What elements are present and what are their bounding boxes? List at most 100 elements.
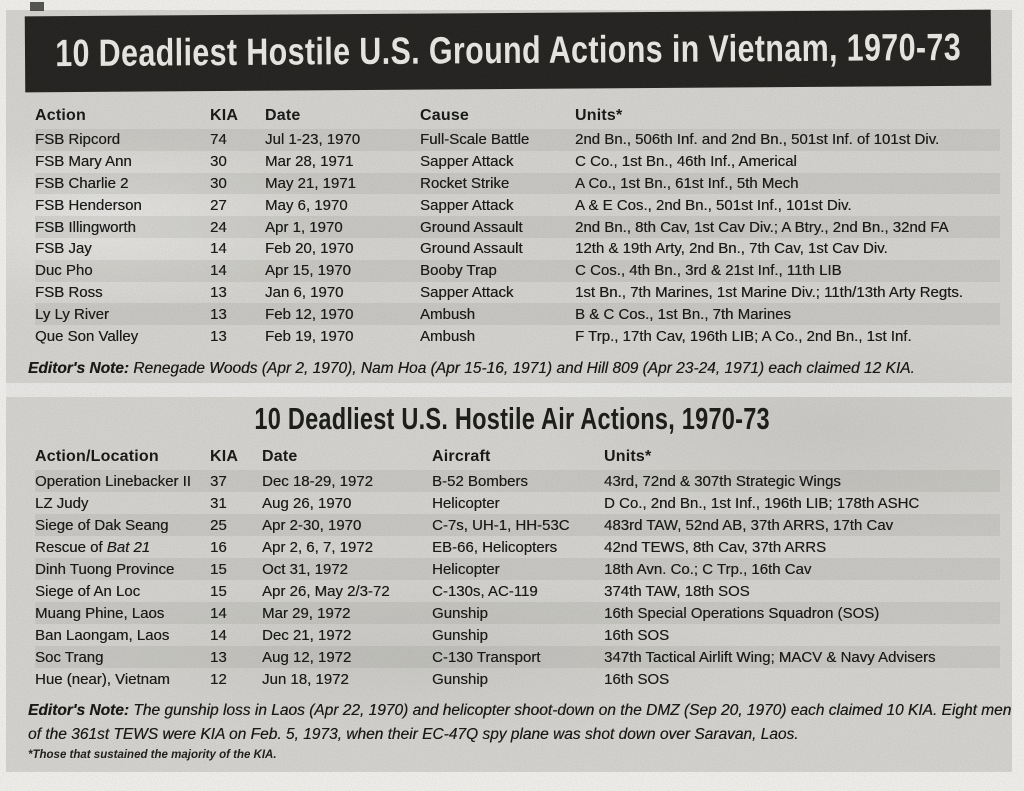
cell-aircraft: Gunship bbox=[432, 604, 488, 622]
cell-units: C Cos., 4th Bn., 3rd & 21st Inf., 11th L… bbox=[575, 262, 842, 280]
ground-actions-title-banner: 10 Deadliest Hostile U.S. Ground Actions… bbox=[24, 9, 992, 93]
cell-cause: Ground Assault bbox=[420, 218, 523, 236]
cell-date: Feb 19, 1970 bbox=[265, 327, 354, 345]
cell-date: Aug 12, 1972 bbox=[262, 648, 352, 666]
table-row: Hue (near), Vietnam 12 Jun 18, 1972 Guns… bbox=[35, 668, 1000, 690]
scan-artifact-speck bbox=[30, 2, 44, 11]
cell-units: 2nd Bn., 506th Inf. and 2nd Bn., 501st I… bbox=[575, 131, 940, 149]
table-row: Dinh Tuong Province 15 Oct 31, 1972 Heli… bbox=[35, 558, 1000, 580]
cell-date: Jul 1-23, 1970 bbox=[265, 131, 361, 149]
cell-kia: 24 bbox=[210, 218, 227, 236]
cell-action: Rescue of Bat 21 bbox=[35, 539, 210, 556]
cell-units: 12th & 19th Arty, 2nd Bn., 7th Cav, 1st … bbox=[575, 240, 888, 258]
cell-kia: 15 bbox=[210, 582, 227, 600]
table-row: Soc Trang 13 Aug 12, 1972 C-130 Transpor… bbox=[35, 646, 1000, 668]
cell-cause: Ambush bbox=[420, 327, 476, 345]
air-editors-note: Editor's Note: The gunship loss in Laos … bbox=[28, 699, 1013, 747]
editors-note-text: Renegade Woods (Apr 2, 1970), Nam Hoa (A… bbox=[129, 360, 915, 377]
cell-kia: 15 bbox=[210, 560, 227, 578]
cell-action: FSB Illingworth bbox=[35, 218, 136, 236]
table-row: Ban Laongam, Laos 14 Dec 21, 1972 Gunshi… bbox=[35, 624, 1000, 646]
cell-kia: 14 bbox=[210, 240, 227, 258]
cell-kia: 37 bbox=[210, 472, 227, 490]
cell-date: Dec 18-29, 1972 bbox=[262, 472, 373, 490]
cell-cause: Ground Assault bbox=[420, 240, 523, 258]
cell-kia: 13 bbox=[210, 327, 227, 345]
table-row: Rescue of Bat 21 16 Apr 2, 6, 7, 1972 EB… bbox=[35, 536, 1000, 558]
ground-table-body: FSB Ripcord 74 Jul 1-23, 1970 Full-Scale… bbox=[35, 129, 1000, 347]
header-cause: Cause bbox=[420, 107, 470, 124]
air-actions-title: 10 Deadliest U.S. Hostile Air Actions, 1… bbox=[254, 401, 770, 436]
header-action: Action bbox=[35, 107, 86, 124]
cell-kia: 74 bbox=[210, 131, 227, 149]
cell-units: 2nd Bn., 8th Cav, 1st Cav Div.; A Btry.,… bbox=[575, 218, 949, 236]
cell-aircraft: B-52 Bombers bbox=[432, 472, 528, 490]
cell-date: Jan 6, 1970 bbox=[265, 283, 344, 301]
table-row: Que Son Valley 13 Feb 19, 1970 Ambush F … bbox=[35, 325, 1000, 347]
cell-kia: 30 bbox=[210, 174, 227, 192]
cell-action: FSB Mary Ann bbox=[35, 153, 132, 171]
cell-cause: Ambush bbox=[420, 305, 476, 323]
cell-date: Apr 2, 6, 7, 1972 bbox=[262, 538, 373, 556]
cell-action: Dinh Tuong Province bbox=[35, 560, 175, 578]
cell-cause: Rocket Strike bbox=[420, 174, 510, 192]
header-date: Date bbox=[265, 107, 301, 124]
cell-units: 16th SOS bbox=[604, 670, 670, 688]
cell-kia: 14 bbox=[210, 604, 227, 622]
cell-units: A & E Cos., 2nd Bn., 501st Inf., 101st D… bbox=[575, 196, 852, 214]
cell-date: Dec 21, 1972 bbox=[262, 626, 352, 644]
cell-date: Apr 15, 1970 bbox=[265, 262, 351, 280]
editors-note-label: Editor's Note: bbox=[28, 360, 129, 377]
table-row: LZ Judy 31 Aug 26, 1970 Helicopter D Co.… bbox=[35, 492, 1000, 514]
cell-action: FSB Jay bbox=[35, 240, 92, 258]
cell-kia: 14 bbox=[210, 262, 227, 280]
air-table-header-row: Action/Location KIA Date Aircraft Units* bbox=[35, 444, 1000, 470]
cell-action: Operation Linebacker II bbox=[35, 472, 191, 490]
table-row: FSB Jay 14 Feb 20, 1970 Ground Assault 1… bbox=[35, 238, 1000, 260]
table-row: Muang Phine, Laos 14 Mar 29, 1972 Gunshi… bbox=[35, 602, 1000, 624]
header-units: Units* bbox=[575, 107, 623, 124]
header-date: Date bbox=[262, 448, 298, 465]
table-row: Ly Ly River 13 Feb 12, 1970 Ambush B & C… bbox=[35, 303, 1000, 326]
cell-date: Aug 26, 1970 bbox=[262, 494, 352, 512]
cell-date: May 21, 1971 bbox=[265, 174, 356, 192]
cell-aircraft: Helicopter bbox=[432, 560, 500, 578]
cell-aircraft: EB-66, Helicopters bbox=[432, 538, 558, 556]
table-row: Siege of Dak Seang 25 Apr 2-30, 1970 C-7… bbox=[35, 514, 1000, 536]
cell-action: Ban Laongam, Laos bbox=[35, 626, 170, 644]
cell-units: 374th TAW, 18th SOS bbox=[604, 582, 750, 600]
cell-action: LZ Judy bbox=[35, 494, 89, 512]
units-footnote: *Those that sustained the majority of th… bbox=[28, 749, 277, 761]
scan-light-band bbox=[6, 383, 1012, 397]
cell-action: FSB Ross bbox=[35, 283, 103, 301]
cell-aircraft: Gunship bbox=[432, 626, 488, 644]
cell-kia: 13 bbox=[210, 305, 227, 323]
cell-action: Siege of An Loc bbox=[35, 582, 141, 600]
table-row: FSB Illingworth 24 Apr 1, 1970 Ground As… bbox=[35, 216, 1000, 238]
air-actions-title-wrap: 10 Deadliest U.S. Hostile Air Actions, 1… bbox=[0, 401, 1024, 437]
ground-actions-title: 10 Deadliest Hostile U.S. Ground Actions… bbox=[54, 26, 962, 75]
bat21-italic: Bat 21 bbox=[106, 538, 151, 556]
cell-action: Siege of Dak Seang bbox=[35, 516, 169, 534]
cell-cause: Booby Trap bbox=[420, 262, 497, 280]
cell-date: May 6, 1970 bbox=[265, 196, 348, 214]
table-row: Duc Pho 14 Apr 15, 1970 Booby Trap C Cos… bbox=[35, 259, 1000, 282]
table-row: FSB Charlie 2 30 May 21, 1971 Rocket Str… bbox=[35, 172, 1000, 195]
cell-cause: Sapper Attack bbox=[420, 153, 514, 171]
cell-action: Duc Pho bbox=[35, 262, 93, 280]
cell-action: Soc Trang bbox=[35, 648, 104, 666]
cell-date: Feb 20, 1970 bbox=[265, 240, 354, 258]
cell-units: F Trp., 17th Cav, 196th LIB; A Co., 2nd … bbox=[575, 327, 912, 345]
cell-cause: Sapper Attack bbox=[420, 196, 514, 214]
cell-units: A Co., 1st Bn., 61st Inf., 5th Mech bbox=[575, 174, 799, 192]
cell-date: Jun 18, 1972 bbox=[262, 670, 349, 688]
cell-kia: 27 bbox=[210, 196, 227, 214]
cell-units: 42nd TEWS, 8th Cav, 37th ARRS bbox=[604, 538, 827, 556]
cell-kia: 13 bbox=[210, 283, 227, 301]
header-kia: KIA bbox=[210, 107, 239, 124]
cell-kia: 14 bbox=[210, 626, 227, 644]
header-kia: KIA bbox=[210, 448, 239, 465]
header-aircraft: Aircraft bbox=[432, 448, 491, 465]
header-action-location: Action/Location bbox=[35, 448, 159, 465]
cell-units: 347th Tactical Airlift Wing; MACV & Navy… bbox=[604, 648, 936, 666]
